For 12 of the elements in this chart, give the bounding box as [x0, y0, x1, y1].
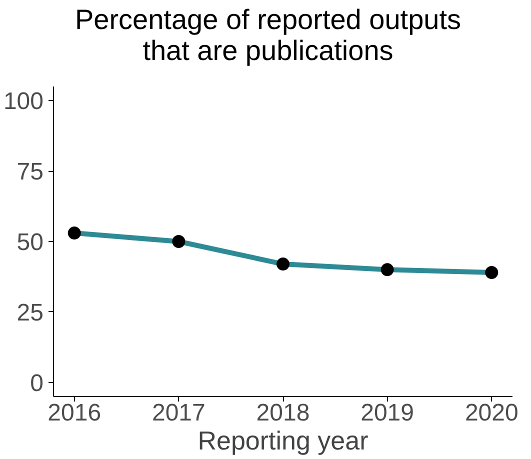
y-tick-label: 50 — [16, 229, 44, 256]
y-tick-label: 25 — [16, 299, 44, 326]
y-tick-label: 0 — [30, 370, 44, 397]
x-tick-label: 2019 — [360, 400, 414, 426]
x-tick-label: 2016 — [48, 400, 102, 426]
x-tick-label: 2018 — [256, 400, 310, 426]
x-tick-label: 2020 — [464, 400, 518, 426]
chart-title: Percentage of reported outputs that are publications — [74, 4, 462, 67]
y-tick-label: 100 — [3, 88, 44, 116]
y-tick-label: 75 — [16, 158, 44, 186]
x-axis-title: Reporting year — [198, 426, 369, 456]
x-tick-label: 2017 — [152, 400, 206, 426]
